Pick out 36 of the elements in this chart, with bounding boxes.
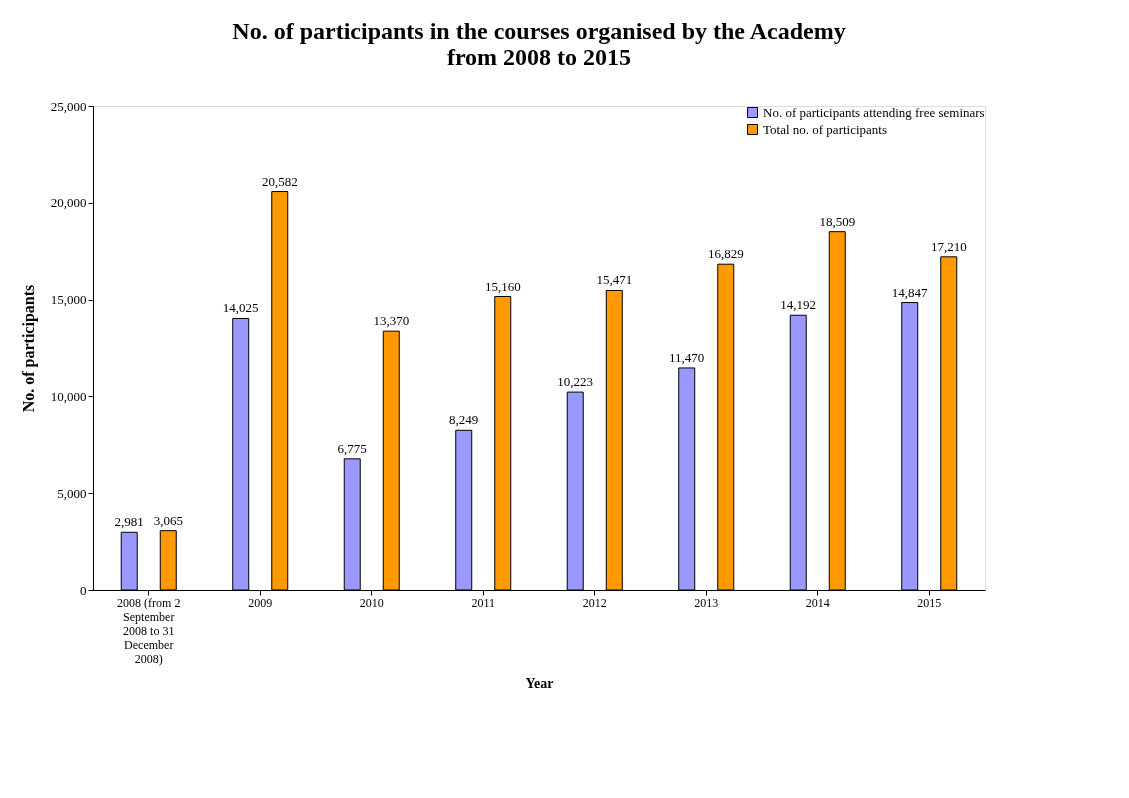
y-tick-label: 25,000 <box>50 98 87 114</box>
data-label: 14,847 <box>891 284 929 300</box>
x-tick-label: 2015 <box>917 595 942 610</box>
data-label: 14,025 <box>222 300 259 316</box>
x-tick-label: 2011 <box>471 595 496 610</box>
data-label: 8,249 <box>449 412 479 428</box>
legend-label: Total no. of participants <box>763 121 888 137</box>
data-label: 17,210 <box>930 238 967 254</box>
data-label: 10,223 <box>557 374 594 390</box>
x-tick-label: 2013 <box>694 595 719 610</box>
data-label: 20,582 <box>261 173 298 189</box>
y-tick-label: 20,000 <box>50 195 87 211</box>
x-axis-title: Year <box>525 675 554 691</box>
legend-label: No. of participants attending free seminars <box>763 104 985 120</box>
y-tick-label: 5,000 <box>57 485 87 501</box>
data-label: 15,471 <box>596 272 633 288</box>
y-tick-label: 10,000 <box>50 388 87 404</box>
data-label: 13,370 <box>373 313 410 329</box>
text: from 2008 to 2015 <box>446 44 632 70</box>
data-label: 16,829 <box>707 246 744 262</box>
data-label: 3,065 <box>153 512 183 528</box>
data-label: 11,470 <box>669 349 705 365</box>
x-tick-label: 2009 <box>248 595 273 610</box>
x-tick-label: 2008 (from 2 September 2008 to 31 December 2008) <box>117 595 181 666</box>
y-tick-label: 15,000 <box>50 292 87 308</box>
y-tick-label: 0 <box>80 582 87 598</box>
x-tick-label: 2012 <box>582 595 607 610</box>
data-label: 14,192 <box>780 297 817 313</box>
text: No. of participants in the courses organised by the Academy <box>232 18 846 44</box>
data-label: 15,160 <box>484 278 521 294</box>
data-label: 2,981 <box>114 514 144 530</box>
data-label: 18,509 <box>819 213 856 229</box>
y-axis-title: No. of participants <box>19 284 38 413</box>
x-tick-label: 2010 <box>359 595 384 610</box>
data-label: 6,775 <box>337 440 367 456</box>
x-tick-label: 2014 <box>805 595 830 610</box>
